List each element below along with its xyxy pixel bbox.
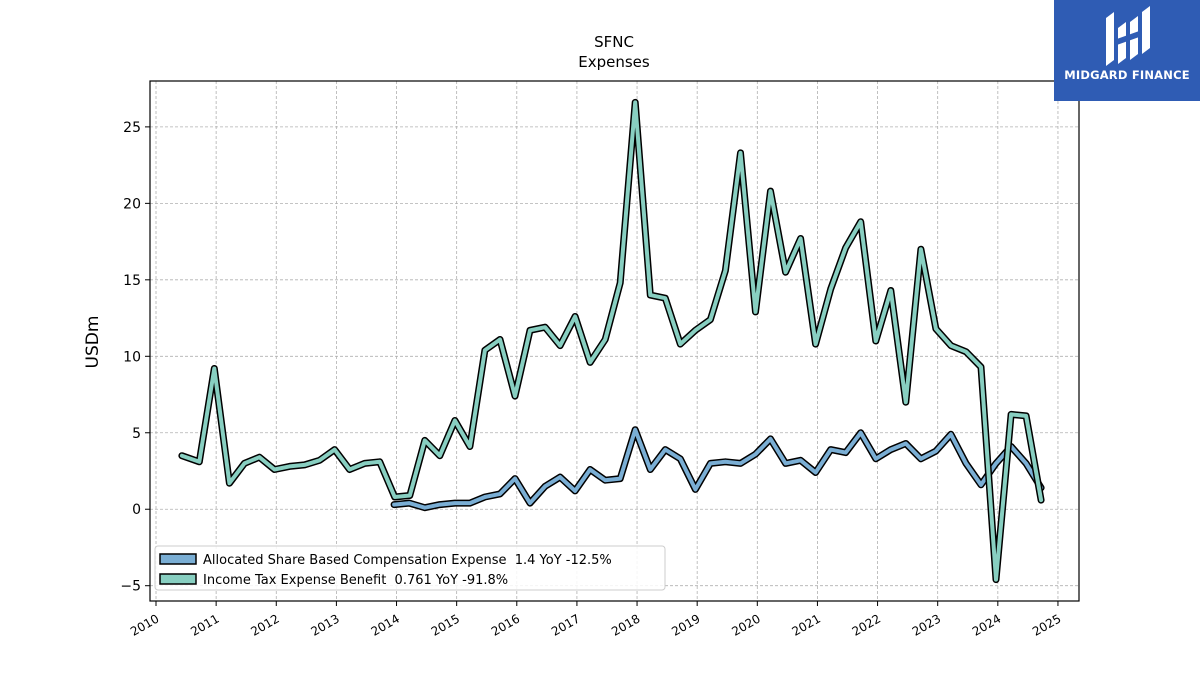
y-tick-label: 25 — [123, 120, 141, 136]
legend-label-1: Allocated Share Based Compensation Expen… — [203, 553, 612, 568]
x-tick-label: 2021 — [789, 611, 822, 638]
x-tick-label: 2022 — [850, 611, 883, 638]
chart-title: SFNC — [594, 33, 634, 51]
plot-series — [178, 98, 1045, 584]
legend-swatch-2 — [159, 573, 197, 585]
x-tick-label: 2020 — [729, 611, 762, 638]
x-tick-label: 2010 — [128, 611, 161, 638]
x-tick-label: 2019 — [669, 611, 702, 638]
legend: Allocated Share Based Compensation Expen… — [154, 545, 666, 591]
y-tick-label: 5 — [132, 426, 141, 442]
brand-logo: MIDGARD FINANCE — [1054, 0, 1200, 101]
y-tick-label: 15 — [123, 273, 141, 289]
x-tick-label: 2025 — [1030, 611, 1063, 638]
series-line-2 — [179, 100, 1044, 582]
plot-frame — [149, 80, 1080, 602]
x-tick-label: 2013 — [308, 611, 341, 638]
y-tick-label: 0 — [132, 502, 141, 518]
x-tick-label: 2012 — [248, 611, 281, 638]
legend-box — [154, 545, 666, 591]
x-tick-label: 2018 — [609, 611, 642, 638]
x-tick-label: 2014 — [369, 611, 402, 638]
logo-text: MIDGARD FINANCE — [1064, 68, 1190, 82]
y-tick-label: −5 — [120, 579, 141, 595]
x-tick-label: 2015 — [429, 611, 462, 638]
x-tick-label: 2016 — [489, 611, 522, 638]
y-axis-ticks: −5 0 5 10 15 20 25 — [120, 120, 150, 595]
grid-lines — [150, 81, 1079, 601]
legend-label-2: Income Tax Expense Benefit 0.761 YoY -91… — [203, 573, 508, 588]
y-tick-label: 10 — [123, 349, 141, 365]
series-line-1 — [392, 427, 1044, 510]
x-axis-ticks: 2010 2011 2012 2013 2014 2015 2016 2017 2018 2019… — [128, 601, 1063, 639]
x-tick-label: 2024 — [970, 611, 1003, 638]
chart-subtitle: Expenses — [578, 53, 650, 71]
x-tick-label: 2023 — [910, 611, 943, 638]
y-axis-label: USDm — [83, 316, 103, 369]
logo-emblem-icon — [1106, 6, 1150, 66]
legend-swatch-1 — [159, 553, 197, 565]
x-tick-label: 2011 — [188, 611, 221, 638]
y-tick-label: 20 — [123, 196, 141, 212]
x-tick-label: 2017 — [549, 611, 582, 638]
